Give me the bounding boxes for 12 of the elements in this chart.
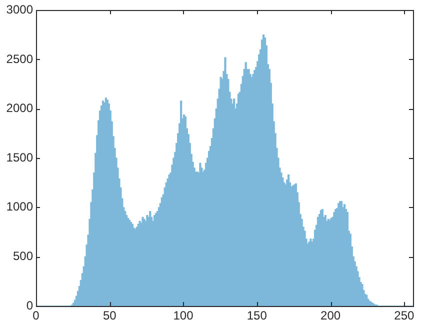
y-tick-label: 1000 xyxy=(6,200,34,214)
x-tick-label: 200 xyxy=(320,308,341,323)
x-tick-label: 150 xyxy=(246,308,268,323)
x-tick-label: 100 xyxy=(173,308,194,323)
x-tick-label: 250 xyxy=(394,308,414,323)
y-tick-label: 2500 xyxy=(6,52,34,66)
y-tick-label: 2000 xyxy=(6,101,34,116)
y-tick-label: 0 xyxy=(26,298,34,312)
y-tick-label: 3000 xyxy=(6,2,34,17)
y-tick-label: 1500 xyxy=(6,150,34,164)
y-tick-label: 500 xyxy=(12,249,34,264)
x-tick-label: 50 xyxy=(102,308,117,323)
